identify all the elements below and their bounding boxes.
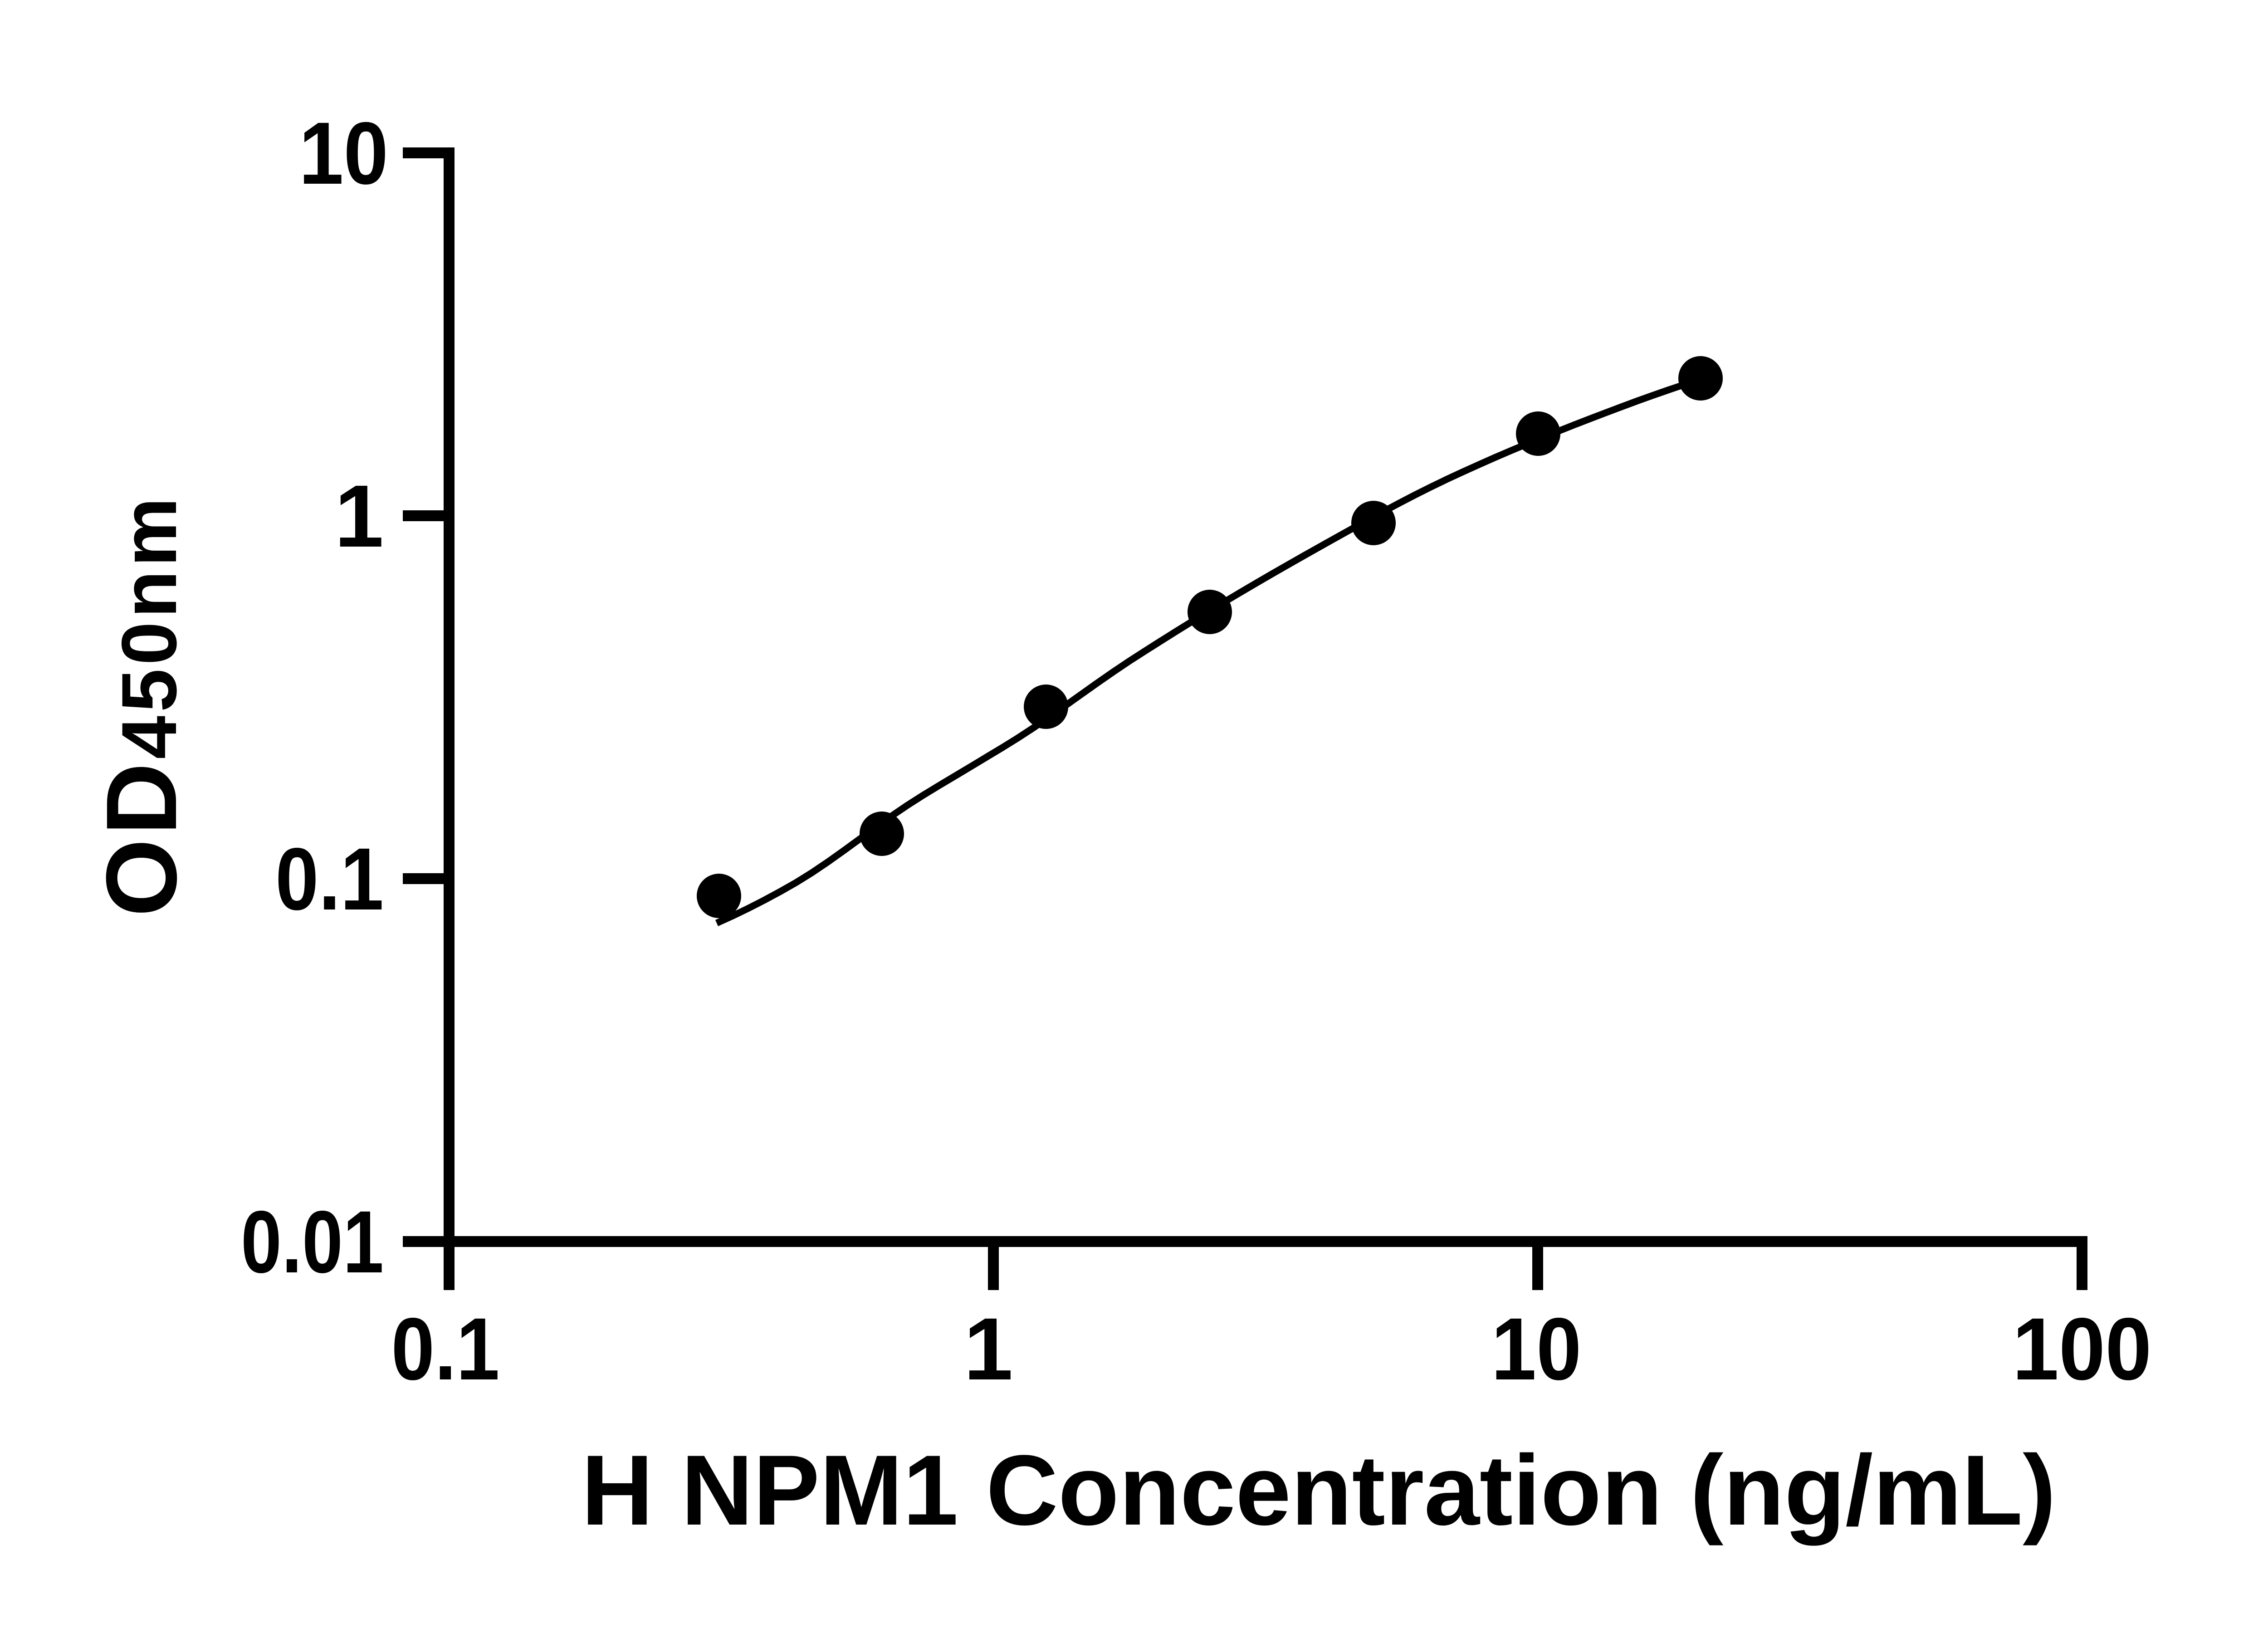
svg-text:0.1: 0.1 [391,1300,500,1398]
svg-text:0.01: 0.01 [241,1193,384,1291]
svg-text:100: 100 [2013,1300,2152,1398]
svg-text:0.1: 0.1 [275,830,384,929]
svg-text:10: 10 [1491,1300,1582,1398]
svg-text:10: 10 [299,104,388,203]
svg-text:1: 1 [964,1300,1013,1398]
svg-text:H NPM1 Concentration (ng/mL): H NPM1 Concentration (ng/mL) [581,1434,2056,1546]
svg-text:1: 1 [335,467,384,566]
